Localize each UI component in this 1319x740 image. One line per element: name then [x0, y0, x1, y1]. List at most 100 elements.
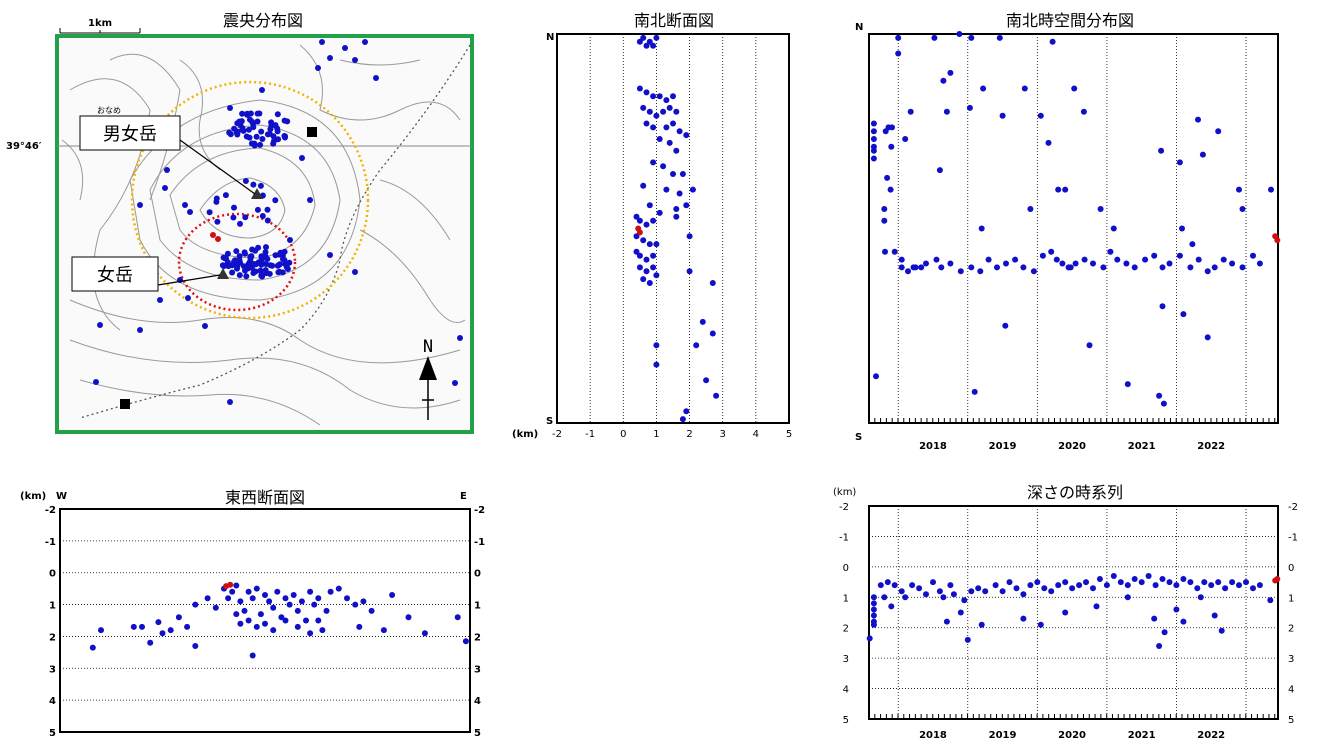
map-epicenter: [457, 335, 463, 341]
map-epicenter: [137, 202, 143, 208]
dt-point: [968, 588, 975, 595]
ns-point: [660, 163, 667, 170]
dt-point: [870, 600, 877, 607]
dt-point: [1055, 582, 1062, 589]
dt-year-label: 2018: [919, 730, 947, 740]
ns-time-point: [888, 143, 895, 150]
dt-point: [1083, 579, 1089, 586]
map-epicenter: [259, 136, 266, 142]
ns-time-point: [1159, 303, 1166, 310]
dt-y-tick-label-right: 1: [1288, 593, 1294, 604]
ew-point: [139, 623, 145, 630]
map-epicenter: [239, 126, 246, 133]
dt-point: [1103, 582, 1110, 589]
ew-point: [225, 595, 232, 602]
ns-time-point: [1045, 139, 1052, 146]
ew-point: [192, 601, 199, 608]
map-epicenter: [342, 45, 348, 51]
ns-point: [676, 128, 683, 135]
ns-x-tick-label: -2: [552, 429, 562, 440]
ns-point: [663, 124, 670, 131]
ns-time-point: [1030, 268, 1037, 275]
dt-y-tick-label-left: 1: [843, 593, 849, 604]
ns-point: [673, 108, 680, 115]
dt-point: [884, 579, 891, 586]
map-epicenter: [327, 55, 333, 61]
ns-time-point: [1062, 186, 1069, 193]
ns-time-point: [1081, 256, 1088, 263]
dt-point: [1131, 576, 1138, 582]
dt-point: [1048, 588, 1055, 595]
dt-point: [1256, 582, 1263, 589]
trail-line: [79, 44, 471, 419]
dt-point: [1180, 618, 1187, 625]
map-epicenter: [279, 253, 286, 259]
map-epicenter: [224, 250, 231, 257]
map-epicenter: [258, 271, 265, 278]
ns-point: [653, 361, 660, 368]
ns-point: [679, 171, 686, 177]
map-epicenter: [157, 297, 163, 303]
ew-point: [159, 630, 166, 637]
ew-point: [311, 601, 318, 608]
dt-point: [1236, 582, 1242, 589]
ns-point: [666, 104, 673, 111]
ns-time-point: [1110, 225, 1117, 232]
ns-point: [650, 42, 657, 49]
ns-time-point: [1003, 260, 1009, 267]
ns-point: [650, 217, 657, 224]
ns-time-frame: [868, 33, 1279, 424]
ns-time-point: [1097, 206, 1104, 212]
map-epicenter: [352, 269, 358, 275]
dt-y-tick-label-left: 5: [843, 715, 849, 726]
ew-y-tick-label-right: 0: [474, 569, 481, 580]
ns-time-point: [907, 108, 914, 115]
ew-section-grid: -2 -2 -1 -1 0 0 1 1 2 2 3 3 4 4 5 5: [45, 505, 485, 739]
ew-point: [360, 598, 367, 605]
dt-point: [1110, 573, 1117, 579]
ew-point: [380, 627, 387, 634]
ns-time-point: [999, 112, 1006, 119]
dt-point: [870, 606, 877, 613]
map-epicenter: [229, 269, 236, 276]
ew-point: [233, 582, 240, 589]
inner-circle: [177, 212, 297, 312]
ns-time-point: [1176, 159, 1183, 166]
ns-time-point: [1071, 85, 1078, 92]
ns-section-points: [633, 34, 720, 423]
dt-point: [1211, 612, 1218, 619]
ns-time-point: [912, 264, 919, 271]
ew-point: [307, 630, 314, 637]
dt-y-tick-label-right: -1: [1288, 532, 1298, 543]
ns-point: [673, 213, 680, 220]
map-epicenter: [182, 202, 188, 208]
map-epicenter: [253, 133, 260, 140]
ew-y-tick-label-right: 3: [474, 664, 481, 675]
map-epicenter: [282, 134, 288, 141]
map-epicenter: [299, 155, 305, 161]
ns-time-point: [1211, 264, 1218, 271]
ns-point: [636, 264, 643, 271]
dt-year-label: 2022: [1197, 730, 1225, 740]
map-epicenter: [362, 39, 368, 45]
ns-time-point: [898, 256, 905, 263]
ns-time-point: [1239, 264, 1246, 271]
map-epicenter: [250, 181, 257, 188]
ew-point: [89, 644, 96, 651]
map-epicenter: [257, 141, 264, 148]
ns-time-point: [1027, 206, 1034, 212]
ns-time-point: [938, 264, 945, 271]
ns-point: [683, 132, 690, 139]
ns-time-point: [956, 31, 963, 37]
ns-time-point: [1236, 186, 1242, 193]
ew-recent-point: [227, 581, 234, 588]
depth-time-panel: 深さの時系列 (km) -2 -2-1 -10 01 12 23 34 45 5 2018 201…: [833, 483, 1298, 740]
ew-point: [356, 623, 363, 630]
ns-x-tick-label: -1: [585, 429, 595, 440]
map-epicenter: [257, 182, 264, 189]
north-arrow-head: [419, 356, 437, 380]
ew-point: [303, 617, 309, 624]
map-epicenter: [242, 250, 248, 257]
ns-point: [683, 408, 690, 415]
ew-y-tick-label-right: -1: [474, 537, 485, 548]
